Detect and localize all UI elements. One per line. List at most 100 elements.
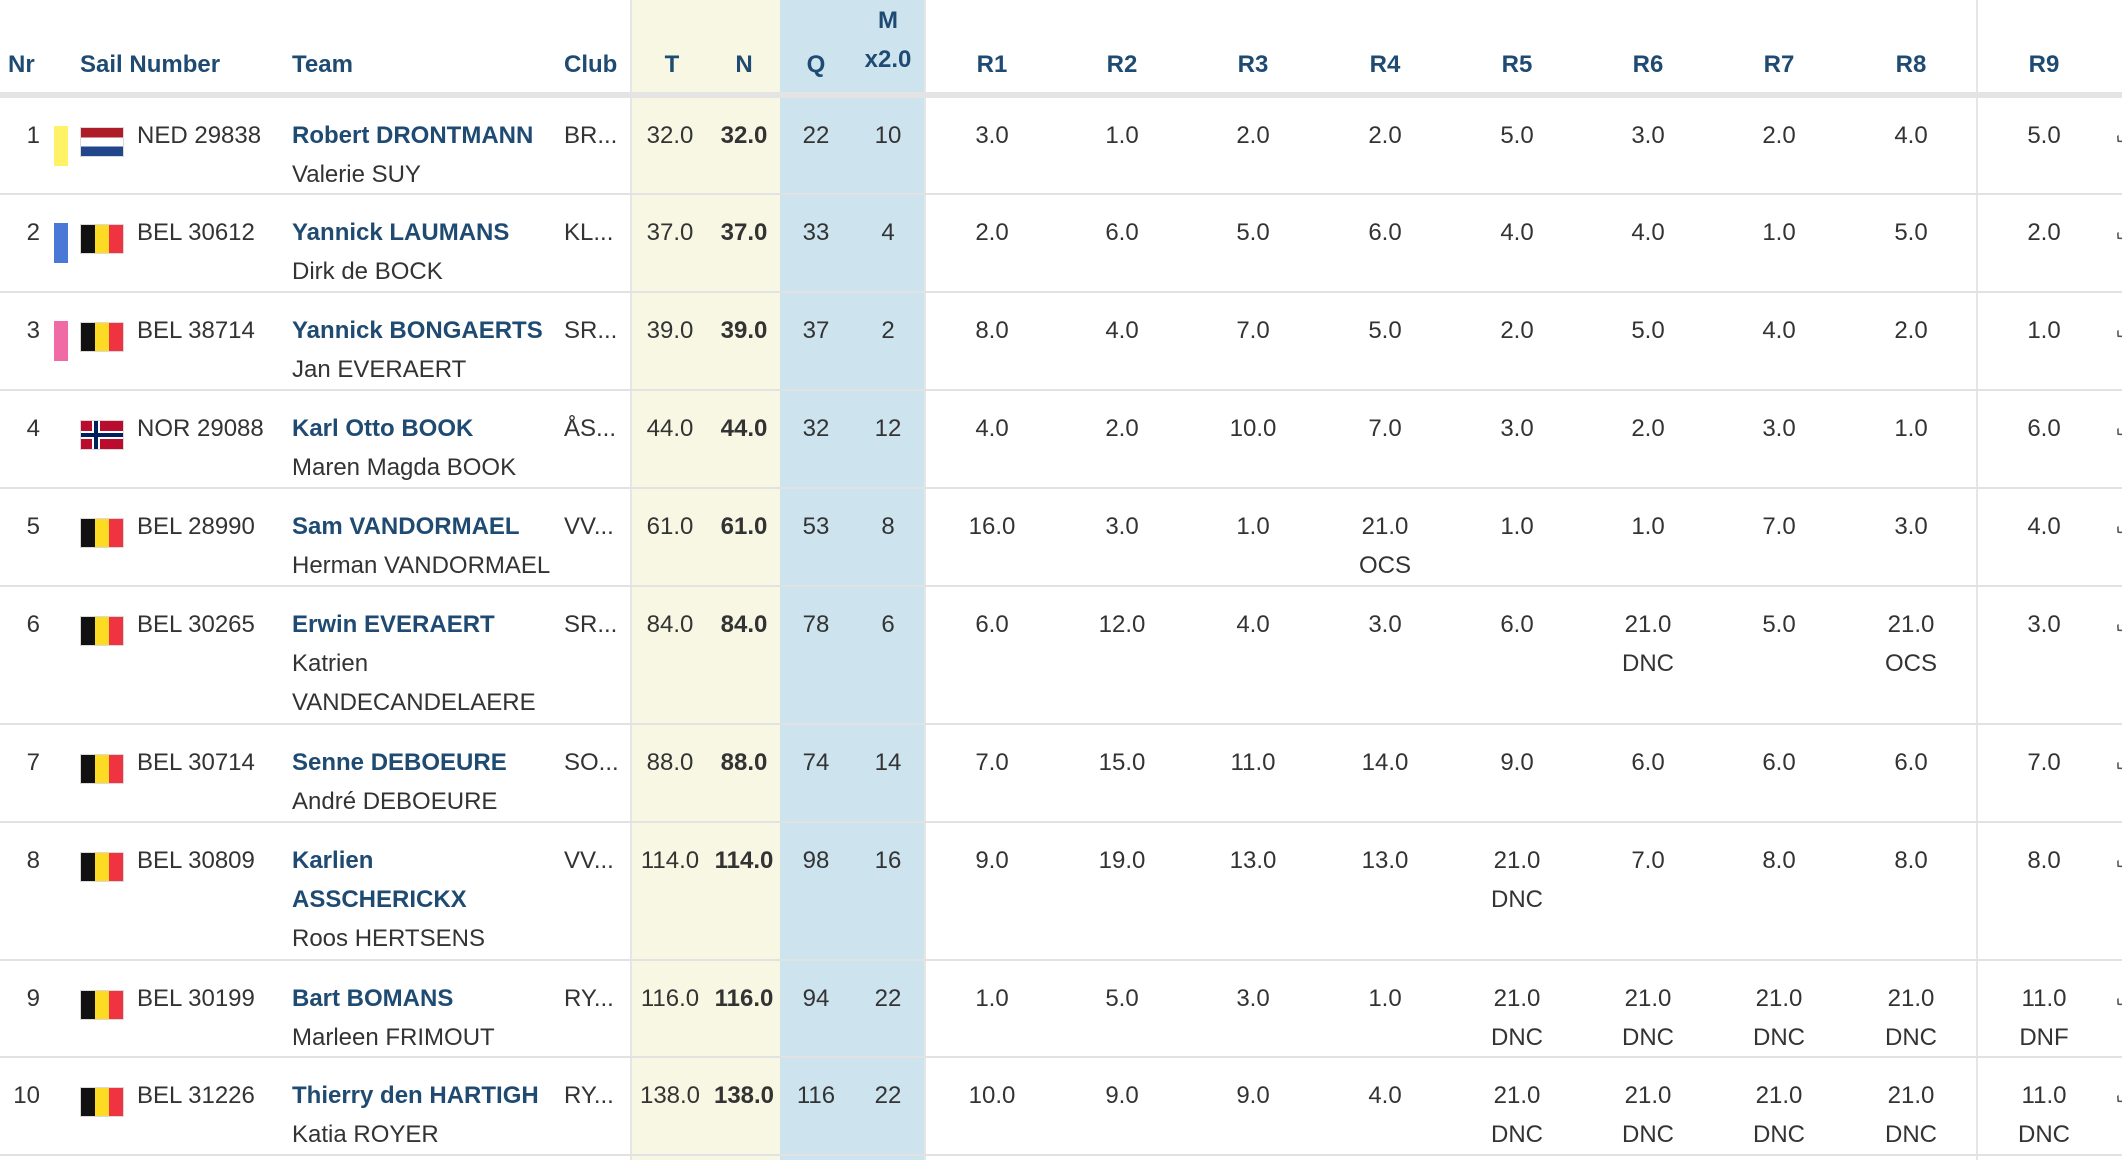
total-points: 88.0 (646, 749, 694, 776)
expand-arrow-icon[interactable]: ‹ (2106, 1087, 2122, 1111)
race-score-value: 13.0 (1361, 847, 1409, 874)
race-4-score: 3.0 (1368, 605, 1401, 644)
race-score-value: 2.0 (1236, 122, 1270, 149)
race-6-score: 21.0 DNC (1622, 1076, 1674, 1154)
header-race-7[interactable]: R7 (1763, 51, 1795, 78)
club-name: SR... (564, 317, 618, 344)
race-1-score: 1.0 (975, 979, 1008, 1018)
helm-name-link[interactable]: Bart BOMANS (292, 985, 454, 1012)
race-1-score: 6.0 (975, 605, 1008, 644)
header-total[interactable]: T (664, 51, 680, 78)
helm-name-link[interactable]: Yannick LAUMANS (292, 219, 510, 246)
team-cell: Thierry den HARTIGH Katia ROYER (292, 1076, 552, 1154)
helm-name-link[interactable]: Karl Otto BOOK (292, 415, 474, 442)
helm-name-link[interactable]: Senne DEBOEURE (292, 749, 507, 776)
header-team[interactable]: Team (292, 51, 353, 78)
club-name: VV... (564, 847, 614, 874)
race-8-score: 21.0 OCS (1885, 605, 1937, 683)
race-score-value: 9.0 (1500, 749, 1534, 776)
total-points: 32.0 (646, 122, 694, 149)
expand-arrow-icon[interactable]: ‹ (2106, 224, 2122, 248)
expand-arrow-icon[interactable]: ‹ (2106, 322, 2122, 346)
race-score-value: 4.0 (975, 415, 1009, 442)
header-sail-number[interactable]: Sail Number (80, 51, 221, 78)
expand-arrow-icon[interactable]: ‹ (2106, 518, 2122, 542)
table-row[interactable]: 5 BEL 28990 Sam VANDORMAEL Herman VANDORMAE… (0, 489, 2122, 587)
header-race-6[interactable]: R6 (1632, 51, 1664, 78)
table-row[interactable]: 8 BEL 30809 Karlien ASSCHERICKX Roos HERTSE… (0, 823, 2122, 961)
header-race-9[interactable]: R9 (2028, 51, 2060, 78)
table-row[interactable]: 3 BEL 38714 Yannick BONGAERTS Jan EVERAERT S… (0, 293, 2122, 391)
crew-name: Katia ROYER (292, 1121, 439, 1148)
helm-name-link[interactable]: Robert DRONTMANN (292, 122, 534, 149)
net-points: 37.0 (720, 219, 768, 246)
table-row[interactable]: 1 NED 29838 Robert DRONTMANN Valerie SUY BR.… (0, 98, 2122, 195)
race-score-value: 2.0 (975, 219, 1009, 246)
crew-name: André DEBOEURE (292, 788, 498, 815)
helm-name-link[interactable]: Thierry den HARTIGH (292, 1082, 539, 1109)
table-row[interactable]: 4 NOR 29088 Karl Otto BOOK Maren Magda BOOK… (0, 391, 2122, 489)
header-race-2[interactable]: R2 (1106, 51, 1138, 78)
race-score-value: 21.0 (1887, 1082, 1935, 1109)
helm-name-link[interactable]: Karlien ASSCHERICKX (292, 847, 467, 913)
header-race-1[interactable]: R1 (976, 51, 1008, 78)
header-race-3[interactable]: R3 (1237, 51, 1269, 78)
race-8-score: 21.0 DNC (1885, 979, 1937, 1057)
race-4-score: 21.0 OCS (1359, 507, 1411, 585)
club-name: RY... (564, 985, 614, 1012)
rank-number: 7 (26, 749, 40, 776)
race-score-value: 1.0 (1631, 513, 1665, 540)
penalty-code: DNC (1491, 1024, 1543, 1051)
expand-arrow-icon[interactable]: ‹ (2106, 754, 2122, 778)
table-row[interactable]: 7 BEL 30714 Senne DEBOEURE André DEBOEURE SO… (0, 725, 2122, 823)
race-4-score: 4.0 (1368, 1076, 1401, 1115)
penalty-code: DNC (1622, 1024, 1674, 1051)
race-4-score: 14.0 (1362, 743, 1409, 782)
helm-name-link[interactable]: Sam VANDORMAEL (292, 513, 520, 540)
race-score-value: 11.0 (2021, 1082, 2067, 1109)
header-race-5[interactable]: R5 (1501, 51, 1533, 78)
race-4-score: 1.0 (1368, 979, 1401, 1018)
race-score-value: 1.0 (1894, 415, 1928, 442)
m-score: 16 (874, 847, 902, 874)
expand-arrow-icon[interactable]: ‹ (2106, 852, 2122, 876)
header-nr[interactable]: Nr (8, 51, 35, 78)
expand-arrow-icon[interactable]: ‹ (2106, 990, 2122, 1014)
total-points: 44.0 (646, 415, 694, 442)
expand-arrow-icon[interactable]: ‹ (2106, 420, 2122, 444)
race-3-score: 11.0 (1231, 743, 1276, 782)
m-score: 22 (874, 1082, 902, 1109)
table-row[interactable]: 10 BEL 31226 Thierry den HARTIGH Katia ROYE… (0, 1058, 2122, 1156)
expand-arrow-icon[interactable]: ‹ (2106, 127, 2122, 151)
expand-arrow-icon[interactable]: ‹ (2106, 616, 2122, 640)
header-q[interactable]: Q (806, 51, 826, 78)
race-score-value: 8.0 (1762, 847, 1796, 874)
header-race-4[interactable]: R4 (1369, 51, 1401, 78)
rank-number: 1 (26, 122, 40, 149)
header-race-8[interactable]: R8 (1895, 51, 1927, 78)
helm-name-link[interactable]: Erwin EVERAERT (292, 611, 495, 638)
race-2-score: 4.0 (1105, 311, 1138, 350)
crew-name: Dirk de BOCK (292, 258, 443, 285)
race-score-value: 21.0 (1624, 1082, 1672, 1109)
race-score-value: 21.0 (1755, 985, 1803, 1012)
race-1-score: 9.0 (975, 841, 1008, 880)
header-m[interactable]: M x2.0 (865, 1, 912, 79)
header-club[interactable]: Club (564, 51, 618, 78)
penalty-code: DNC (1491, 1121, 1543, 1148)
race-4-score: 5.0 (1368, 311, 1401, 350)
race-score-value: 5.0 (1105, 985, 1139, 1012)
table-row[interactable]: 6 BEL 30265 Erwin EVERAERT Katrien VANDECAN… (0, 587, 2122, 725)
net-points: 61.0 (720, 513, 768, 540)
table-row[interactable]: 2 BEL 30612 Yannick LAUMANS Dirk de BOCK KL.… (0, 195, 2122, 293)
m-score: 6 (881, 611, 895, 638)
helm-name-link[interactable]: Yannick BONGAERTS (292, 317, 543, 344)
race-9-score: 2.0 (2027, 213, 2060, 252)
race-1-score: 4.0 (975, 409, 1008, 448)
header-net[interactable]: N (735, 51, 753, 78)
table-row[interactable]: 9 BEL 30199 Bart BOMANS Marleen FRIMOUT RY..… (0, 961, 2122, 1058)
team-cell: Senne DEBOEURE André DEBOEURE (292, 743, 552, 821)
race-5-score: 21.0 DNC (1491, 1076, 1543, 1154)
crew-name: Maren Magda BOOK (292, 454, 517, 481)
